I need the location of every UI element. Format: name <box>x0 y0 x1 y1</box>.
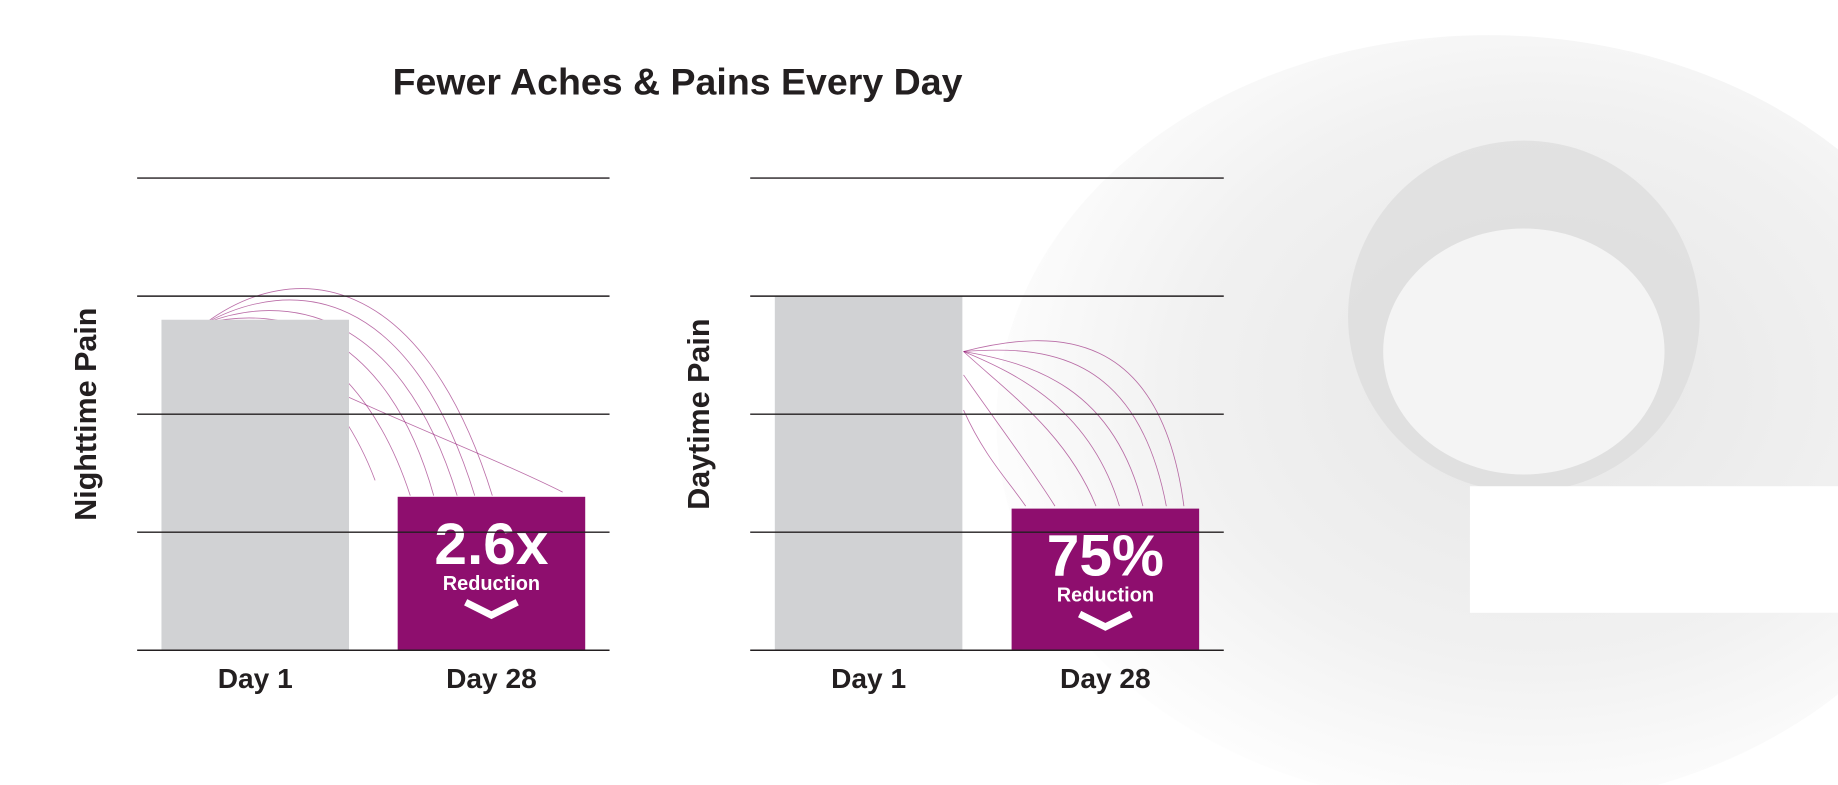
y-axis-label: Daytime Pain <box>682 319 716 510</box>
background-photo <box>996 35 1838 785</box>
chevron <box>464 599 519 620</box>
bar <box>397 496 586 651</box>
x-tick-label: Day 28 <box>446 663 537 694</box>
y-axis-label: Nighttime Pain <box>69 308 103 521</box>
bar <box>774 296 963 651</box>
chevron <box>1078 610 1133 631</box>
annotation-label: Reduction <box>1057 585 1154 607</box>
annotation-label: Reduction <box>443 573 540 595</box>
x-tick-label: Day 28 <box>1060 663 1151 694</box>
chart-title: Fewer Aches & Pains Every Day <box>393 60 963 102</box>
x-tick-label: Day 1 <box>831 663 906 694</box>
annotation: 2.6x <box>434 512 548 577</box>
x-tick-label: Day 1 <box>218 663 293 694</box>
annotation: 75% <box>1047 524 1164 589</box>
bar <box>161 319 350 651</box>
